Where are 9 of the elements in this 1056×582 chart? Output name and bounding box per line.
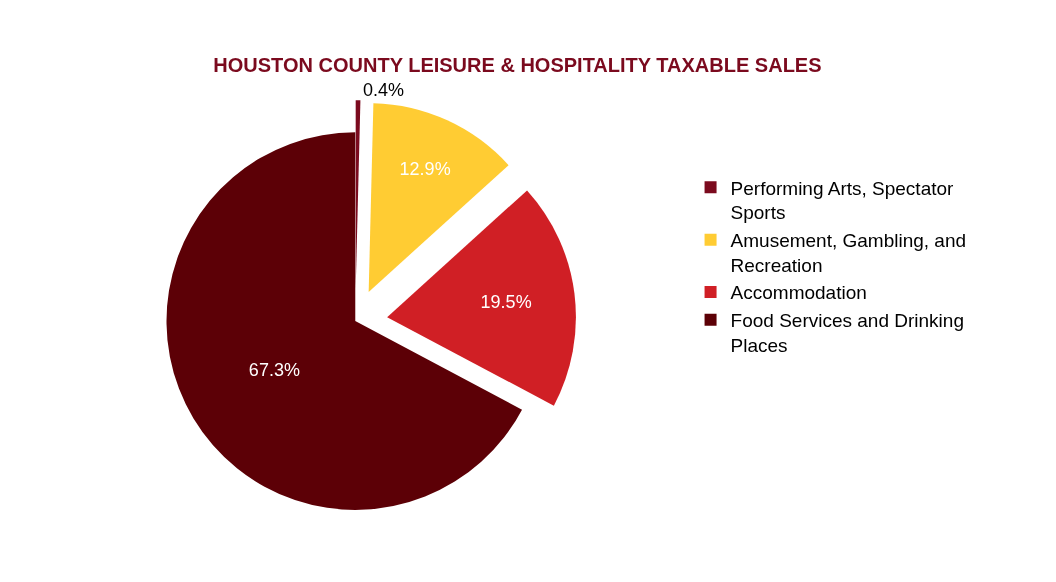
chart-title: HOUSTON COUNTY LEISURE & HOSPITALITY TAXABLE SALES bbox=[213, 54, 822, 77]
data-label: 19.5% bbox=[480, 292, 532, 313]
legend-label: Performing Arts, Spectator Sports bbox=[730, 177, 955, 224]
legend-label: Amusement, Gambling, and Recreation bbox=[730, 230, 967, 276]
data-label: 67.3% bbox=[248, 359, 300, 380]
data-label: 12.9% bbox=[399, 158, 451, 179]
legend-label: Food Services and Drinking Places bbox=[730, 310, 964, 356]
data-label: 0.4% bbox=[363, 80, 405, 101]
legend-label: Accommodation bbox=[730, 282, 867, 304]
